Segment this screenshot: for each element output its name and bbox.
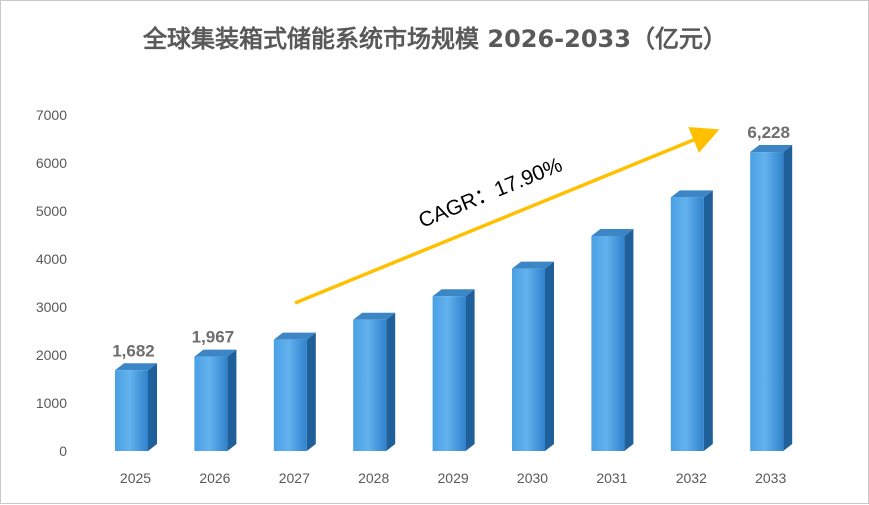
data-label: 1,682 — [112, 341, 155, 360]
bar-front — [115, 370, 148, 451]
bar-top — [670, 190, 713, 198]
y-tick-label: 7000 — [36, 107, 67, 123]
data-label: 1,967 — [192, 328, 235, 347]
bar-side — [148, 363, 157, 451]
bar-top — [512, 261, 554, 269]
bar-side — [545, 261, 554, 451]
bar — [273, 332, 316, 451]
y-tick-label: 5000 — [36, 203, 67, 219]
x-tick-label: 2032 — [676, 470, 707, 486]
y-tick-label: 0 — [59, 443, 67, 459]
x-tick-label: 2029 — [438, 470, 469, 486]
x-tick-label: 2030 — [517, 470, 548, 486]
y-tick-label: 2000 — [36, 347, 67, 363]
cagr-label: CAGR：17.90% — [415, 153, 565, 232]
bar-top — [194, 349, 237, 357]
bar-front — [353, 319, 387, 451]
bar-front — [591, 235, 625, 451]
bar-top — [432, 289, 475, 297]
bar-side — [386, 312, 396, 451]
bar-top — [591, 228, 634, 236]
bar — [194, 349, 237, 451]
bar-side — [227, 349, 237, 451]
bar-top — [750, 145, 793, 153]
x-tick-label: 2028 — [358, 470, 389, 486]
cagr-annotation: CAGR：17.90% — [294, 126, 720, 305]
bar-side — [783, 145, 793, 451]
y-tick-label: 1000 — [36, 395, 67, 411]
x-axis: 2025 2026 2027 2028 2029 2030 2031 2032 2033 — [120, 470, 787, 486]
bar-front — [273, 339, 307, 451]
bar — [512, 261, 554, 451]
bar-side — [306, 332, 316, 451]
y-tick-label: 6000 — [36, 155, 67, 171]
y-tick-label: 4000 — [36, 251, 67, 267]
x-tick-label: 2031 — [596, 470, 627, 486]
bar — [115, 363, 157, 451]
bar-top — [115, 363, 157, 371]
y-tick-label: 3000 — [36, 299, 67, 315]
bar — [670, 190, 713, 451]
bar-front — [194, 356, 228, 451]
bar — [591, 228, 634, 451]
bar-top — [273, 332, 316, 340]
bar-front — [670, 197, 704, 451]
bar — [432, 289, 475, 451]
bar — [750, 145, 793, 451]
bar-front — [512, 268, 545, 451]
y-axis: 0 1000 2000 3000 4000 5000 6000 7000 — [36, 107, 67, 459]
x-tick-label: 2026 — [199, 470, 230, 486]
x-tick-label: 2027 — [279, 470, 310, 486]
chart-title: 全球集装箱式储能系统市场规模 2026-2033（亿元） — [142, 25, 727, 53]
bar-front — [750, 152, 784, 451]
data-labels: 1,682 1,967 6,228 — [112, 123, 790, 360]
x-tick-label: 2033 — [755, 470, 786, 486]
bars — [115, 145, 793, 451]
bar-side — [624, 228, 634, 451]
data-label: 6,228 — [747, 123, 790, 142]
x-tick-label: 2025 — [120, 470, 151, 486]
bar-side — [703, 190, 713, 451]
cagr-arrow — [294, 126, 720, 305]
bar-side — [465, 289, 475, 451]
bar-top — [353, 312, 396, 320]
bar — [353, 312, 396, 451]
bar-front — [432, 296, 466, 451]
